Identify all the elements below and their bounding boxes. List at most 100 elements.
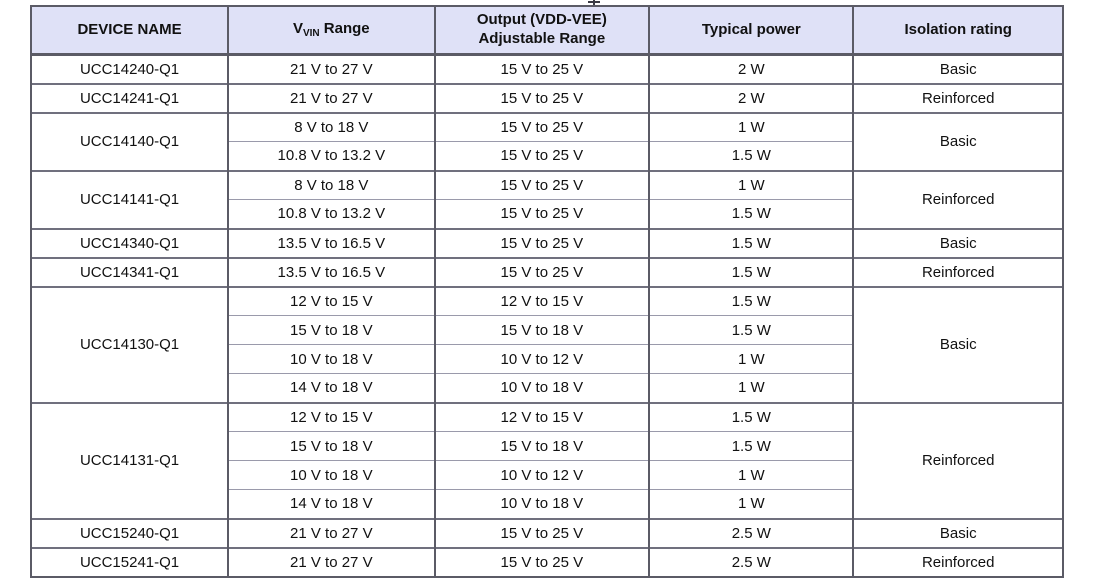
table-row: 10.8 V to 13.2 V 15 V to 25 V 1.5 W [31, 199, 1063, 229]
typical-power-cell: 1 W [648, 169, 855, 200]
output-range-cell: 15 V to 25 V [433, 227, 651, 258]
isolation-rating-cell: Reinforced [852, 256, 1064, 287]
typical-power-cell: 2.5 W [648, 517, 855, 548]
column-header-vvin-range: VVIN Range [227, 5, 436, 56]
vin-range-cell: 14 V to 18 V [227, 373, 436, 403]
isolation-rating-cell: Basic [852, 227, 1064, 258]
vin-range-cell: 10.8 V to 13.2 V [227, 141, 436, 171]
device-comparison-table: DEVICE NAME VVIN Range Output (VDD-VEE) … [29, 5, 1064, 578]
isolation-rating-cell: Basic [852, 111, 1064, 171]
typical-power-cell: 1 W [648, 460, 855, 490]
column-header-isolation-rating: Isolation rating [852, 5, 1064, 56]
output-range-cell: 12 V to 15 V [433, 401, 651, 432]
device-name-cell: UCC15241-Q1 [29, 546, 230, 577]
vin-range-cell: 8 V to 18 V [227, 169, 436, 200]
header-row: DEVICE NAME VVIN Range Output (VDD-VEE) … [29, 5, 1064, 56]
device-name-cell: UCC14130-Q1 [29, 285, 230, 403]
vin-range-cell: 8 V to 18 V [227, 111, 436, 142]
vvin-rest: Range [319, 19, 370, 37]
typical-power-cell: 2.5 W [648, 546, 855, 577]
column-header-device-name: DEVICE NAME [29, 5, 230, 56]
isolation-rating-cell: Reinforced [852, 546, 1064, 577]
output-range-cell: 15 V to 25 V [433, 169, 651, 200]
vin-range-cell: 12 V to 15 V [227, 401, 436, 432]
typical-power-cell: 1.5 W [648, 401, 855, 432]
device-name-cell: UCC15240-Q1 [29, 517, 230, 548]
vvin-subscript: VIN [302, 27, 320, 39]
typical-power-cell: 1.5 W [648, 256, 855, 287]
output-range-cell: 15 V to 25 V [433, 517, 651, 548]
vin-range-cell: 15 V to 18 V [227, 431, 436, 461]
output-range-cell: 15 V to 18 V [433, 315, 651, 345]
table-row: 15 V to 18 V 15 V to 18 V 1.5 W [31, 315, 1063, 345]
typical-power-cell: 1.5 W [648, 315, 855, 345]
device-name-cell: UCC14340-Q1 [29, 227, 230, 258]
output-range-cell: 15 V to 25 V [433, 256, 651, 287]
table-row: 15 V to 18 V 15 V to 18 V 1.5 W [31, 431, 1063, 461]
column-header-typical-power: Typical power [648, 5, 855, 56]
output-range-cell: 10 V to 12 V [433, 344, 651, 374]
vin-range-cell: 10.8 V to 13.2 V [227, 199, 436, 229]
vin-range-cell: 10 V to 18 V [227, 460, 436, 490]
isolation-rating-cell: Reinforced [852, 401, 1064, 519]
typical-power-cell: 2 W [648, 53, 855, 84]
output-range-cell: 15 V to 25 V [433, 82, 651, 113]
vin-range-cell: 10 V to 18 V [227, 344, 436, 374]
isolation-rating-cell: Reinforced [852, 169, 1064, 229]
typical-power-cell: 1.5 W [648, 141, 855, 171]
device-name-cell: UCC14241-Q1 [29, 82, 230, 113]
column-header-output-range: Output (VDD-VEE) Adjustable Range [433, 5, 651, 56]
output-range-cell: 10 V to 12 V [433, 460, 651, 490]
typical-power-cell: 1 W [648, 111, 855, 142]
device-name-cell: UCC14141-Q1 [29, 169, 230, 229]
device-name-cell: UCC14240-Q1 [29, 53, 230, 84]
typical-power-cell: 1 W [648, 344, 855, 374]
typical-power-cell: 1.5 W [648, 227, 855, 258]
table-row: UCC14130-Q1 12 V to 15 V 12 V to 15 V 1.5 W… [29, 285, 1064, 403]
isolation-rating-cell: Reinforced [852, 82, 1064, 113]
typical-power-cell: 1 W [648, 489, 855, 519]
output-range-cell: 15 V to 25 V [433, 111, 651, 142]
vvin-prefix: V [292, 19, 303, 37]
isolation-rating-cell: Basic [852, 517, 1064, 548]
output-range-cell: 15 V to 18 V [433, 431, 651, 461]
vin-range-cell: 15 V to 18 V [227, 315, 436, 345]
vin-range-cell: 13.5 V to 16.5 V [227, 256, 436, 287]
vin-range-cell: 12 V to 15 V [227, 285, 436, 316]
isolation-rating-cell: Basic [852, 285, 1064, 403]
output-range-cell: 15 V to 25 V [433, 546, 651, 577]
device-name-cell: UCC14140-Q1 [29, 111, 230, 171]
table-row: 10.8 V to 13.2 V 15 V to 25 V 1.5 W [31, 141, 1063, 171]
typical-power-cell: 1.5 W [648, 431, 855, 461]
table-row: UCC14131-Q1 12 V to 15 V 12 V to 15 V 1.5 W… [29, 401, 1064, 519]
output-range-cell: 10 V to 18 V [433, 373, 651, 403]
device-name-cell: UCC14341-Q1 [29, 256, 230, 287]
typical-power-cell: 2 W [648, 82, 855, 113]
table-row: UCC15241-Q1 21 V to 27 V 15 V to 25 V 2.5 W… [29, 546, 1064, 577]
device-comparison-table-wrap: DEVICE NAME VVIN Range Output (VDD-VEE) … [29, 5, 1064, 578]
device-name-cell: UCC14131-Q1 [29, 401, 230, 519]
output-range-cell: 15 V to 25 V [433, 53, 651, 84]
vin-range-cell: 21 V to 27 V [227, 546, 436, 577]
table-row: UCC15240-Q1 21 V to 27 V 15 V to 25 V 2.5 W… [29, 517, 1064, 548]
vin-range-cell: 21 V to 27 V [227, 517, 436, 548]
isolation-rating-cell: Basic [852, 53, 1064, 84]
cropped-caption-fragment [588, 0, 602, 5]
output-range-cell: 15 V to 25 V [433, 199, 651, 229]
typical-power-cell: 1.5 W [648, 285, 855, 316]
vin-range-cell: 21 V to 27 V [227, 53, 436, 84]
output-range-cell: 10 V to 18 V [433, 489, 651, 519]
vin-range-cell: 14 V to 18 V [227, 489, 436, 519]
vin-range-cell: 13.5 V to 16.5 V [227, 227, 436, 258]
